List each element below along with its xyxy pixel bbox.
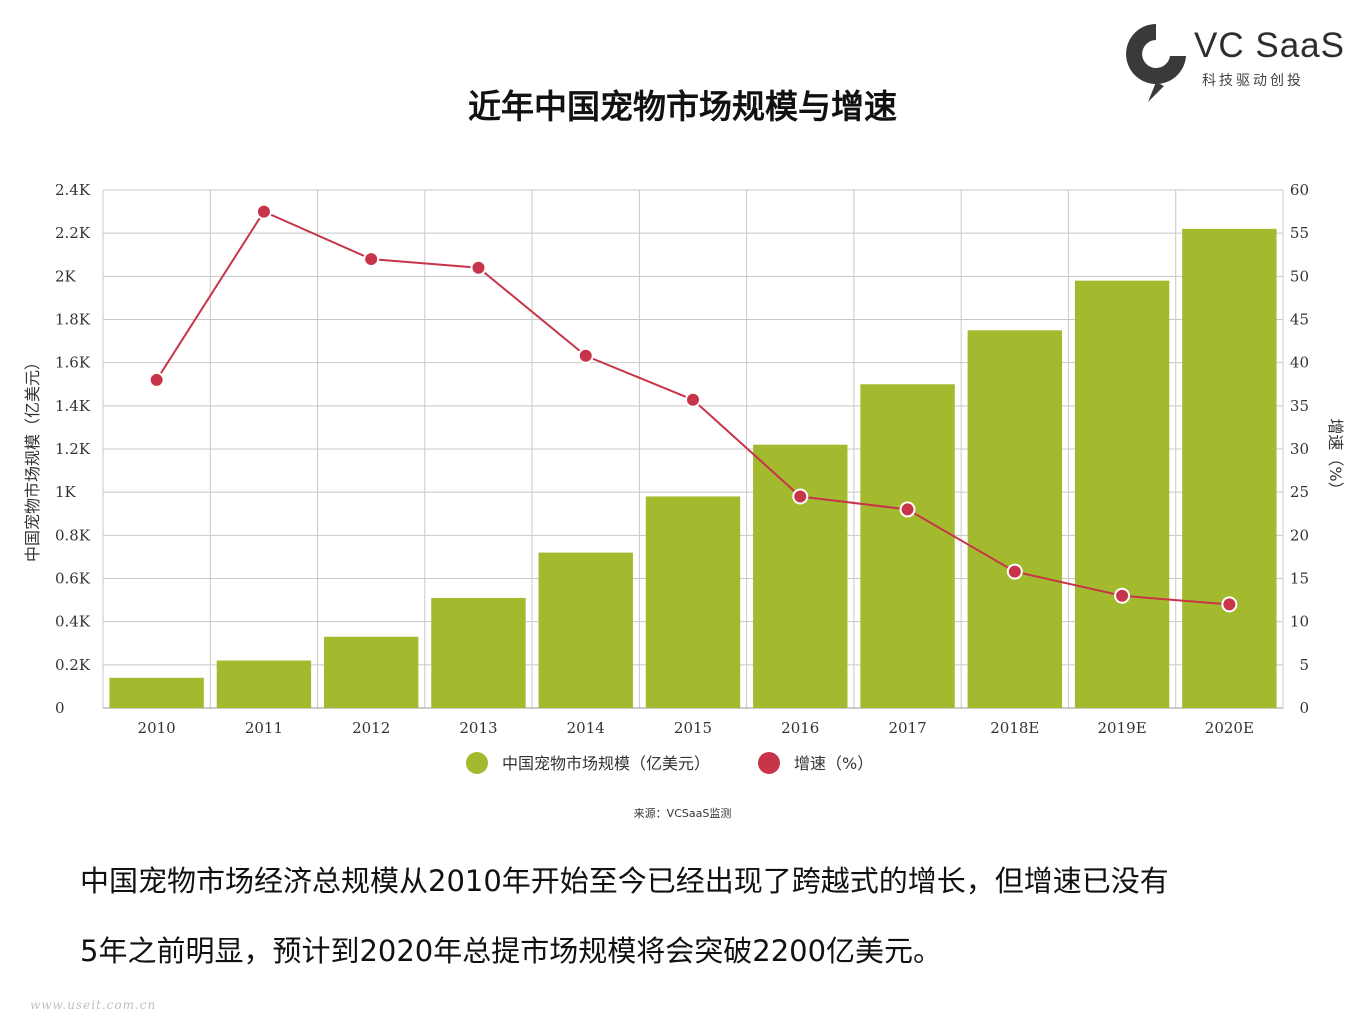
bar <box>431 597 526 708</box>
y2-axis-ticks: 0 5 10 15 20 25 30 35 40 45 50 55 60 <box>1290 181 1309 717</box>
line-point <box>363 251 380 268</box>
logo-slogan: 科技驱动创投 <box>1202 73 1304 89</box>
legend-line-swatch <box>758 752 780 774</box>
x-tick-label: 2018E <box>990 719 1039 737</box>
y-axis-label: 中国宠物市场规模（亿美元） <box>23 354 42 562</box>
y2-tick-label: 20 <box>1290 526 1309 544</box>
x-tick-label: 2016 <box>781 719 819 737</box>
combo-chart: 0 0.2K 0.4K 0.6K 0.8K 1K 1.2K 1.4K 1.6K 1.8K 2K 2.2… <box>23 181 1345 774</box>
line-point <box>470 259 487 276</box>
x-tick-label: 2011 <box>245 719 283 737</box>
x-tick-label: 2010 <box>138 719 176 737</box>
y2-tick-label: 45 <box>1290 311 1309 329</box>
y-tick-label: 0.8K <box>55 526 91 544</box>
description-line: 5年之前明显，预计到2020年总提市场规模将会突破2200亿美元。 <box>80 934 943 968</box>
line-point <box>1006 563 1023 580</box>
y2-axis-label: 增速（%） <box>1326 418 1345 497</box>
y2-tick-label: 0 <box>1299 699 1309 717</box>
y-tick-label: 0.6K <box>55 570 91 588</box>
x-axis-ticks: 2010 2011 2012 2013 2014 2015 2016 2017 2018E 201… <box>138 719 1254 737</box>
line-point <box>685 391 701 408</box>
x-tick-label: 2020E <box>1205 719 1254 737</box>
bar <box>1182 228 1277 708</box>
x-tick-label: 2017 <box>888 719 926 737</box>
legend-bar-label: 中国宠物市场规模（亿美元） <box>502 754 710 773</box>
y-tick-label: 0.4K <box>55 613 91 631</box>
line-point <box>577 347 594 364</box>
watermark: www.useit.com.cn <box>30 998 157 1012</box>
bar <box>216 660 312 708</box>
y-tick-label: 0.2K <box>55 656 91 674</box>
bar <box>860 384 955 708</box>
y-tick-label: 1.2K <box>55 440 91 458</box>
description-line: 中国宠物市场经济总规模从2010年开始至今已经出现了跨越式的增长，但增速已没有 <box>80 864 1169 898</box>
y2-tick-label: 30 <box>1290 440 1309 458</box>
x-tick-label: 2015 <box>674 719 712 737</box>
bar <box>323 636 419 708</box>
line-point <box>899 501 916 518</box>
bar <box>538 552 633 708</box>
line-point <box>792 488 809 505</box>
legend-line-label: 增速（%） <box>794 754 873 773</box>
bar <box>753 444 848 708</box>
x-tick-label: 2012 <box>352 719 390 737</box>
bar <box>109 677 204 708</box>
y-tick-label: 2K <box>55 267 77 285</box>
y-tick-label: 1.8K <box>55 311 91 329</box>
y2-tick-label: 50 <box>1290 267 1309 285</box>
bar <box>967 330 1063 708</box>
bar <box>1074 280 1170 708</box>
y2-tick-label: 40 <box>1290 354 1309 372</box>
y2-tick-label: 15 <box>1290 570 1309 588</box>
line-point <box>148 371 165 388</box>
y-tick-label: 2.2K <box>55 224 91 242</box>
y-tick-label: 2.4K <box>55 181 91 199</box>
y-tick-label: 0 <box>55 699 65 717</box>
line-point <box>1221 596 1238 613</box>
source-note: 来源：VCSaaS监测 <box>633 807 732 820</box>
line-point <box>255 203 272 220</box>
y2-tick-label: 5 <box>1299 656 1309 674</box>
description: 中国宠物市场经济总规模从2010年开始至今已经出现了跨越式的增长，但增速已没有 … <box>80 846 1300 986</box>
x-tick-label: 2013 <box>459 719 497 737</box>
y2-tick-label: 35 <box>1290 397 1309 415</box>
logo: VC SaaS 科技驱动创投 <box>1118 20 1344 104</box>
logo-mark-icon <box>1126 24 1186 102</box>
y-axis-ticks: 0 0.2K 0.4K 0.6K 0.8K 1K 1.2K 1.4K 1.6K 1.8K 2K 2.2… <box>55 181 91 717</box>
bar-series <box>109 228 1277 708</box>
x-tick-label: 2019E <box>1098 719 1147 737</box>
line-series <box>148 203 1238 613</box>
y-tick-label: 1K <box>55 483 77 501</box>
legend: 中国宠物市场规模（亿美元） 增速（%） <box>466 752 873 774</box>
y-tick-label: 1.6K <box>55 354 91 372</box>
bar <box>645 496 741 708</box>
chart-title: 近年中国宠物市场规模与增速 <box>468 87 897 126</box>
legend-bar-swatch <box>466 752 488 774</box>
y2-tick-label: 60 <box>1290 181 1309 199</box>
logo-name: VC SaaS <box>1194 26 1345 65</box>
y-tick-label: 1.4K <box>55 397 91 415</box>
y2-tick-label: 55 <box>1290 224 1309 242</box>
y2-tick-label: 10 <box>1290 613 1309 631</box>
line-point <box>1114 587 1131 604</box>
y2-tick-label: 25 <box>1290 483 1309 501</box>
x-tick-label: 2014 <box>567 719 605 737</box>
